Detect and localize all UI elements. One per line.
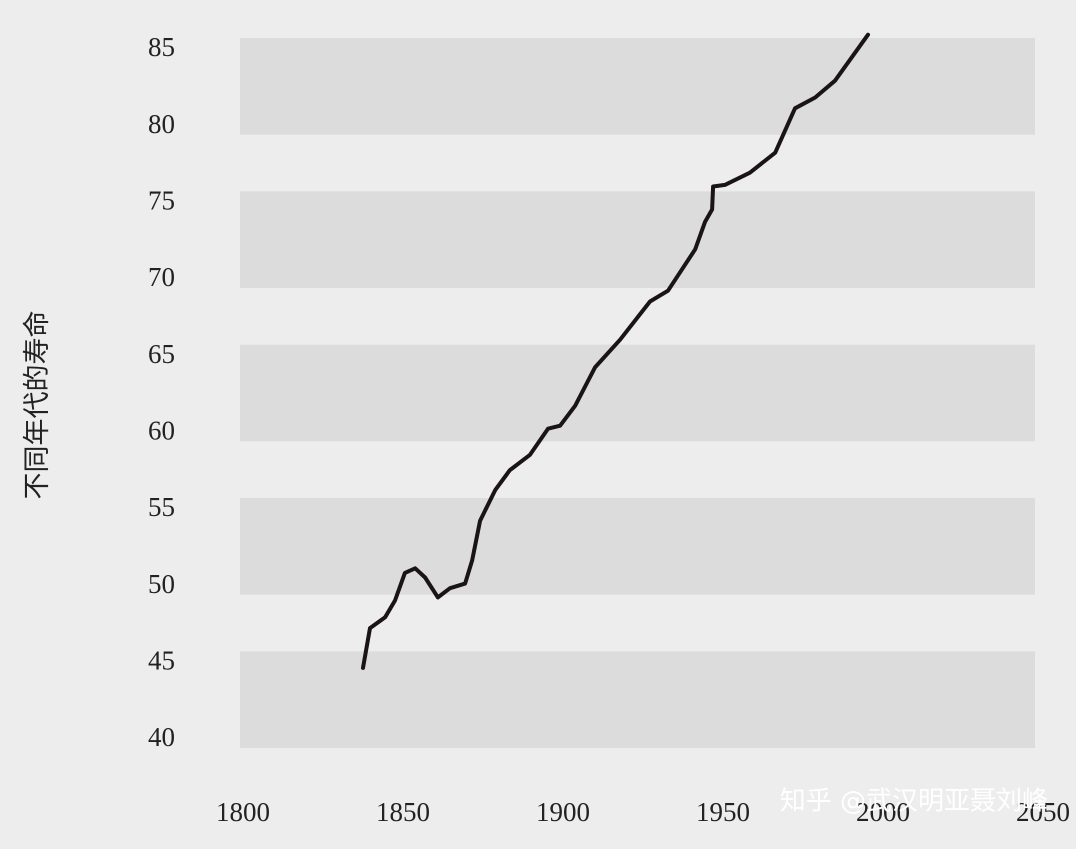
y-tick-label: 75 xyxy=(148,186,175,216)
grid-band xyxy=(240,38,1035,135)
x-tick-label: 1850 xyxy=(376,797,430,827)
y-tick-label: 60 xyxy=(148,416,175,446)
x-tick-label: 2000 xyxy=(856,797,910,827)
grid-band xyxy=(240,191,1035,288)
y-tick-label: 55 xyxy=(148,492,175,522)
y-tick-label: 40 xyxy=(148,722,175,752)
y-tick-label: 50 xyxy=(148,569,175,599)
grid-band xyxy=(240,344,1035,442)
y-tick-label: 45 xyxy=(148,646,175,676)
x-tick-label: 2050 xyxy=(1016,797,1070,827)
y-axis-label: 不同年代的寿命 xyxy=(22,311,52,500)
y-tick-label: 85 xyxy=(148,32,175,62)
x-tick-label: 1950 xyxy=(696,797,750,827)
grid-band xyxy=(240,498,1035,595)
y-tick-label: 65 xyxy=(148,339,175,369)
line xyxy=(361,32,870,670)
grid-band xyxy=(240,651,1035,748)
x-tick-label: 1900 xyxy=(536,797,590,827)
x-tick-label: 1800 xyxy=(216,797,270,827)
y-tick-label: 70 xyxy=(148,262,175,292)
y-tick-label: 80 xyxy=(148,109,175,139)
watermark: 知乎 @武汉明亚聂刘峰 xyxy=(780,787,1048,817)
